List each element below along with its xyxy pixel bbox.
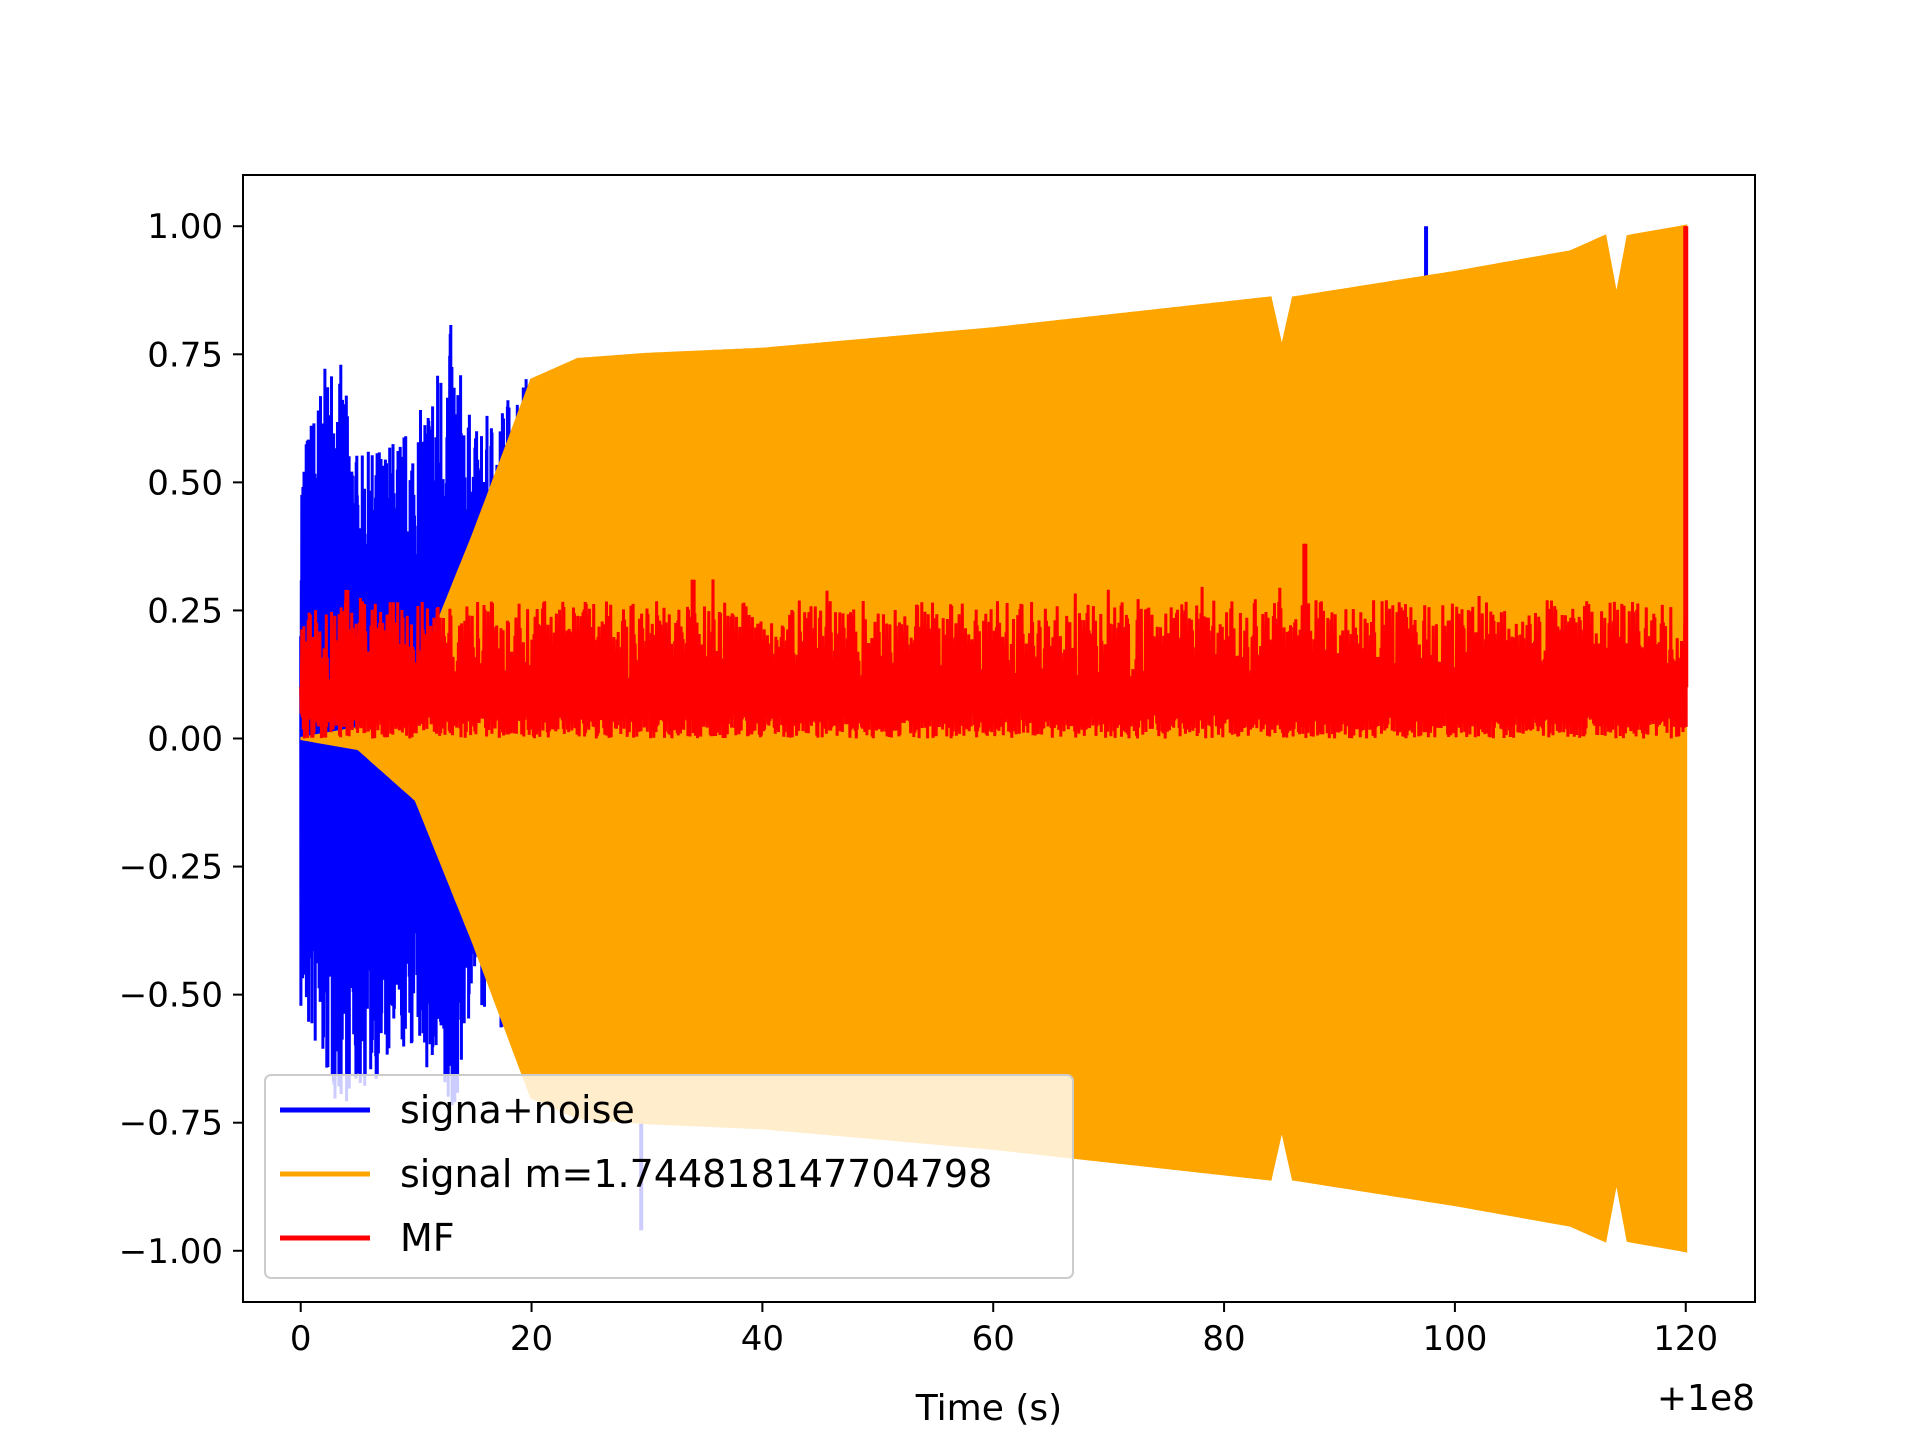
x-axis: 0 20 40 60 80 100 120 [290, 1302, 1718, 1359]
y-tick-label: −0.50 [119, 976, 223, 1016]
plot-area [299, 224, 1689, 1253]
series-mf-line [299, 226, 1688, 739]
legend-box [264, 1074, 1074, 1279]
y-tick-label: 0.75 [147, 335, 223, 375]
x-tick-label: 40 [741, 1319, 784, 1359]
x-axis-label: Time (s) [915, 1388, 1062, 1429]
y-axis: 1.00 0.75 0.50 0.25 0.00 −0.25 −0.50 −0.75 −1.00 [119, 207, 243, 1272]
x-tick-label: 60 [972, 1319, 1015, 1359]
y-tick-label: −0.25 [119, 848, 223, 888]
legend-label: signa+noise [400, 1088, 635, 1132]
y-tick-label: 0.50 [147, 463, 223, 503]
x-axis-offset-label: +1e8 [1657, 1378, 1755, 1419]
y-tick-label: 1.00 [147, 207, 223, 247]
y-tick-label: −1.00 [119, 1232, 223, 1272]
legend-label: signal m=1.744818147704798 [400, 1152, 992, 1196]
y-tick-label: 0.25 [147, 591, 223, 631]
y-tick-label: −0.75 [119, 1104, 223, 1144]
x-tick-label: 20 [510, 1319, 553, 1359]
x-tick-label: 100 [1422, 1319, 1487, 1359]
x-tick-label: 120 [1653, 1319, 1718, 1359]
x-tick-label: 0 [290, 1319, 312, 1359]
legend: signa+noise signal m=1.744818147704798 MF [264, 1074, 1074, 1279]
x-tick-label: 80 [1202, 1319, 1245, 1359]
y-tick-label: 0.00 [147, 720, 223, 760]
legend-label: MF [400, 1216, 455, 1260]
